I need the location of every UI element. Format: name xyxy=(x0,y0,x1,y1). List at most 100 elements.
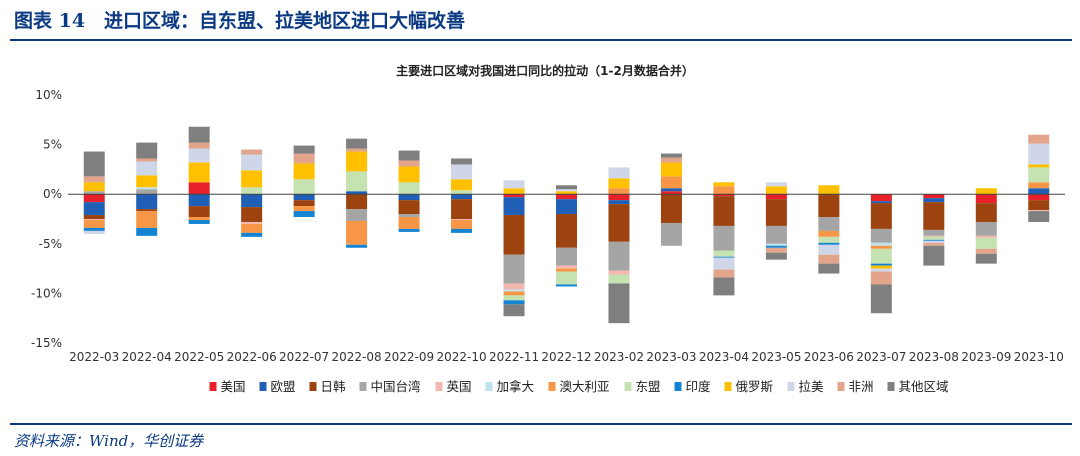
bar-segment xyxy=(346,194,368,210)
bar-segment xyxy=(293,179,315,195)
bar-segment xyxy=(346,138,368,149)
bar-segment xyxy=(870,201,892,204)
bar-segment xyxy=(293,145,315,154)
bar-segment xyxy=(451,179,473,191)
bar-segment xyxy=(713,194,735,197)
bar-segment xyxy=(293,163,315,180)
bar-segment xyxy=(713,256,735,258)
bar-segment xyxy=(556,271,577,285)
bar-segment xyxy=(83,227,105,231)
y-tick-label: -10% xyxy=(31,286,62,300)
bar-segment xyxy=(765,252,787,260)
y-tick-label: 10% xyxy=(35,88,62,102)
x-tick-label: 2022-05 xyxy=(174,350,224,364)
bar-segment xyxy=(136,187,158,190)
bar-segment xyxy=(136,175,158,188)
y-tick-label: 0% xyxy=(43,187,62,201)
legend-swatch xyxy=(674,382,682,391)
bar-segment xyxy=(241,187,263,195)
bar-segment xyxy=(293,211,315,218)
bar-segment xyxy=(923,229,945,236)
bar-segment xyxy=(136,211,158,228)
legend-swatch xyxy=(548,382,556,391)
x-tick-label: 2022-06 xyxy=(227,350,277,364)
legend-swatch xyxy=(787,382,795,391)
bar-segment xyxy=(346,209,368,221)
bar-segment xyxy=(188,182,210,195)
legend-swatch xyxy=(209,382,217,391)
bar-segment xyxy=(608,283,630,324)
x-axis: 2022-03 2022-04 2022-05 2022-06 2022-07 2022-… xyxy=(69,350,1064,364)
bar-segment xyxy=(83,215,105,219)
bar-segment xyxy=(83,151,105,177)
legend-swatch xyxy=(887,382,895,391)
bar-segment xyxy=(608,188,630,195)
bar-segment xyxy=(713,182,735,187)
bar-segment xyxy=(503,194,525,198)
legend-swatch xyxy=(724,382,732,391)
bar-segment xyxy=(503,304,525,317)
bar-segment xyxy=(503,188,525,195)
bar-segment xyxy=(1028,164,1050,168)
bar-segment xyxy=(818,236,840,243)
x-tick-label: 2022-12 xyxy=(541,350,591,364)
bar-segment xyxy=(713,277,735,296)
bar-segment xyxy=(818,242,840,245)
bar-segment xyxy=(870,203,892,229)
x-tick-label: 2023-03 xyxy=(646,350,696,364)
bar-segment xyxy=(975,188,997,195)
legend-label: 英国 xyxy=(447,379,472,394)
legend-label: 欧盟 xyxy=(271,379,296,394)
bar-segment xyxy=(451,219,473,220)
legend-label: 俄罗斯 xyxy=(736,379,774,394)
bar-segment xyxy=(136,158,158,162)
bar-segment xyxy=(923,239,945,241)
bar-segment xyxy=(346,148,368,152)
legend-swatch xyxy=(359,382,367,391)
bar-segment xyxy=(975,221,997,236)
bar-segment xyxy=(660,194,682,223)
bar-segment xyxy=(83,219,105,228)
bar-segment xyxy=(818,254,840,264)
x-tick-label: 2022-03 xyxy=(69,350,119,364)
bar-segment xyxy=(870,228,892,243)
bar-segment xyxy=(241,170,263,188)
bar-segment xyxy=(660,162,682,177)
bar-segment xyxy=(923,245,945,266)
bar-segment xyxy=(83,194,105,203)
bar-segment xyxy=(923,236,945,240)
bar-segment xyxy=(346,244,368,248)
bar-segment xyxy=(765,194,787,200)
bar-segment xyxy=(765,186,787,195)
bar-segment xyxy=(660,153,682,158)
bar-segment xyxy=(923,198,945,203)
bar-segment xyxy=(398,214,420,218)
legend-swatch xyxy=(435,382,443,391)
bar-segment xyxy=(241,221,263,224)
bar-segment xyxy=(660,191,682,195)
bar-segment xyxy=(241,194,263,208)
bar-segment xyxy=(1028,194,1050,201)
bar-segment xyxy=(765,247,787,253)
bar-segment xyxy=(975,253,997,264)
bar-segment xyxy=(398,166,420,183)
bar-segment xyxy=(975,237,997,249)
bar-segment xyxy=(765,245,787,248)
bar-segment xyxy=(451,190,473,195)
legend-label: 美国 xyxy=(221,379,246,394)
bar-segment xyxy=(241,232,263,237)
bar-segment xyxy=(870,245,892,249)
bar-segment xyxy=(83,230,105,234)
bar-segment xyxy=(503,180,525,189)
bar-segment xyxy=(556,199,577,215)
bar-segment xyxy=(608,194,630,201)
bar-segment xyxy=(136,189,158,195)
stacked-bar-chart: 主要进口区域对我国进口同比的拉动（1-2月数据合并） 10% 5% 0% -5% -10… xyxy=(31,63,1065,394)
bar-segment xyxy=(188,148,210,163)
bar-segment xyxy=(975,203,997,222)
bar-segment xyxy=(1028,182,1050,189)
bar-segment xyxy=(818,194,840,218)
bar-segment xyxy=(556,194,577,200)
bar-segment xyxy=(556,191,577,195)
bar-segment xyxy=(818,185,840,195)
